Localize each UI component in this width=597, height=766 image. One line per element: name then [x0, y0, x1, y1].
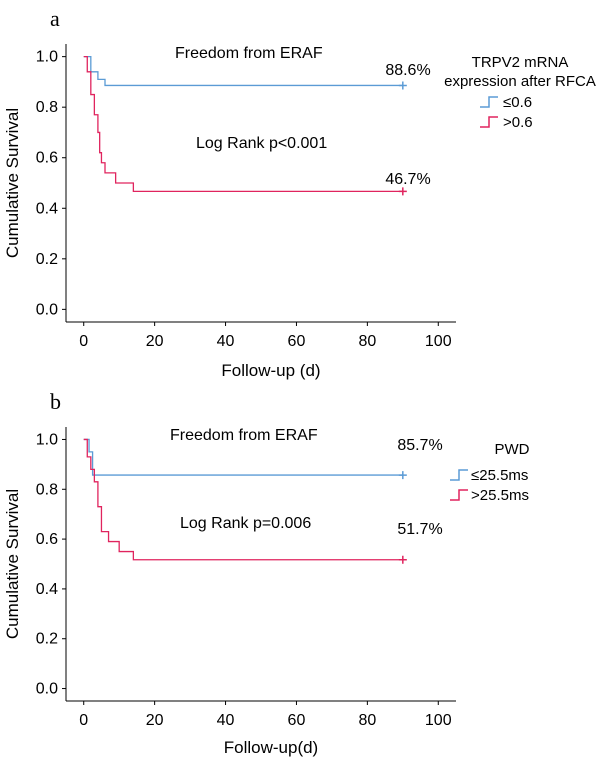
end-percent-label: 46.7%: [385, 171, 430, 188]
x-tick-label: 100: [425, 333, 452, 350]
annotation-logrank: Log Rank p<0.001: [196, 135, 327, 152]
x-tick-label: 80: [358, 712, 376, 729]
y-tick-label: 0.4: [36, 581, 58, 598]
legend-swatch: [450, 469, 468, 481]
legend-label: ≤0.6: [503, 94, 532, 111]
legend-swatch: [480, 116, 498, 128]
series-line-2: [83, 55, 403, 192]
x-tick-label: 20: [146, 712, 164, 729]
x-tick-label: 80: [358, 333, 376, 350]
y-tick-label: 0.0: [36, 301, 58, 318]
y-axis-title: Cumulative Survival: [3, 489, 22, 639]
panel-letter: a: [50, 6, 60, 31]
x-tick-label: 60: [288, 333, 306, 350]
series-line-1: [83, 55, 403, 87]
legend-label: ≤25.5ms: [471, 467, 528, 484]
panel-letter: b: [50, 389, 61, 414]
km-chart-b: b 0.0 0.2 0.4 0.6 0.8 1.0 0 20 40 60 80 100 Follow-u…: [3, 389, 530, 757]
x-tick-label: 0: [79, 333, 88, 350]
x-tick-label: 0: [79, 712, 88, 729]
annotation-logrank: Log Rank p=0.006: [180, 515, 311, 532]
censor-mark: [398, 81, 407, 90]
censor-mark: [398, 471, 407, 480]
legend-swatch: [450, 489, 468, 501]
end-percent-label: 88.6%: [385, 62, 430, 79]
y-axis-title: Cumulative Survival: [3, 108, 22, 258]
x-axis-title: Follow-up (d): [221, 361, 320, 380]
y-tick-label: 0.2: [36, 631, 58, 648]
legend-title-line2: expression after RFCA: [444, 73, 596, 90]
annotation-title: Freedom from ERAF: [175, 45, 323, 62]
end-percent-label: 51.7%: [397, 521, 442, 538]
plot-area: 0.0 0.2 0.4 0.6 0.8 1.0 0 20 40 60 80 100 Follow-up …: [3, 44, 533, 380]
y-tick-label: 0.8: [36, 99, 58, 116]
x-tick-label: 40: [217, 712, 235, 729]
y-tick-label: 0.8: [36, 481, 58, 498]
series-line-1: [83, 438, 403, 476]
censor-mark: [398, 187, 407, 196]
km-chart-a: a 0.0 0.2 0.4 0.6 0.8 1.0 0 20 40 60 80 100 Follow-u…: [3, 6, 596, 380]
legend-swatch: [480, 96, 498, 108]
censor-mark: [398, 555, 407, 564]
y-tick-label: 1.0: [36, 431, 58, 448]
series-line-2: [83, 438, 403, 561]
x-tick-label: 60: [288, 712, 306, 729]
panel-a: a 0.0 0.2 0.4 0.6 0.8 1.0 0 20 40 60 80 100 Follow-u…: [3, 6, 596, 380]
annotation-title: Freedom from ERAF: [170, 427, 318, 444]
plot-area: 0.0 0.2 0.4 0.6 0.8 1.0 0 20 40 60 80 100 Follow-up(…: [3, 427, 529, 757]
y-tick-label: 0.0: [36, 681, 58, 698]
x-tick-label: 20: [146, 333, 164, 350]
legend-label: >25.5ms: [471, 487, 529, 504]
x-tick-label: 100: [425, 712, 452, 729]
panel-b: b 0.0 0.2 0.4 0.6 0.8 1.0 0 20 40 60 80 100 Follow-u…: [0, 383, 597, 766]
y-tick-label: 0.4: [36, 200, 58, 217]
legend-label: >0.6: [503, 114, 533, 131]
legend-title: PWD: [495, 441, 530, 458]
x-axis-title: Follow-up(d): [224, 738, 318, 757]
y-tick-label: 0.2: [36, 251, 58, 268]
y-tick-label: 0.6: [36, 531, 58, 548]
x-tick-label: 40: [217, 333, 235, 350]
y-tick-label: 0.6: [36, 150, 58, 167]
legend-title-line1: TRPV2 mRNA: [472, 54, 569, 71]
y-tick-label: 1.0: [36, 49, 58, 66]
end-percent-label: 85.7%: [397, 437, 442, 454]
